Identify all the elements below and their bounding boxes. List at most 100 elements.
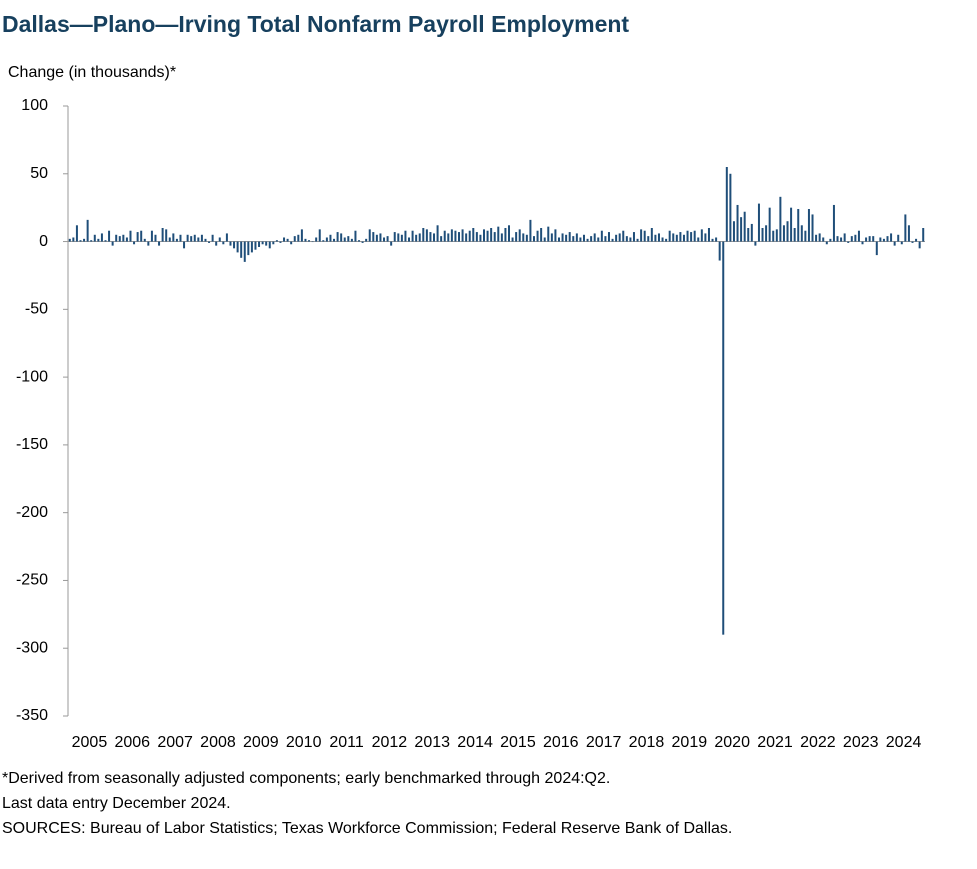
bar	[297, 234, 300, 242]
bar	[175, 238, 178, 242]
bar	[161, 228, 164, 242]
bar	[854, 234, 857, 242]
bar	[300, 229, 303, 242]
bar	[472, 228, 475, 242]
bar	[250, 241, 253, 253]
bar	[465, 233, 468, 242]
bar	[343, 237, 346, 242]
bar	[322, 240, 325, 242]
bar	[118, 236, 121, 242]
chart-title: Dallas—Plano—Irving Total Nonfarm Payrol…	[2, 11, 629, 37]
bar	[868, 236, 871, 242]
bar	[115, 234, 118, 242]
bar	[747, 228, 750, 242]
bar	[836, 236, 839, 242]
y-tick-label: 0	[39, 233, 48, 250]
bar	[611, 238, 614, 242]
bar	[790, 207, 793, 242]
bar	[293, 236, 296, 242]
bar	[693, 230, 696, 242]
bar	[372, 232, 375, 242]
bar	[597, 237, 600, 242]
bar	[543, 237, 546, 242]
bar	[625, 236, 628, 242]
bar	[804, 230, 807, 242]
bar	[83, 238, 86, 242]
bar	[786, 221, 789, 242]
bar	[204, 238, 207, 242]
x-tick-label: 2016	[543, 734, 579, 751]
bar	[150, 230, 153, 242]
bar	[532, 236, 535, 242]
bar	[715, 237, 718, 242]
bar	[511, 237, 514, 242]
x-tick-label: 2014	[457, 734, 493, 751]
bar	[825, 241, 828, 245]
bar	[190, 236, 193, 242]
bar	[272, 241, 275, 245]
bar	[143, 238, 146, 242]
bar	[893, 241, 896, 246]
bar	[661, 237, 664, 242]
bar	[75, 225, 78, 242]
bar	[122, 234, 125, 242]
bar	[672, 233, 675, 242]
bar	[229, 241, 232, 246]
bar	[383, 237, 386, 242]
bar	[183, 241, 186, 249]
bar	[765, 225, 768, 242]
bar	[707, 228, 710, 242]
bar	[411, 230, 414, 242]
x-tick-label: 2024	[886, 734, 922, 751]
x-tick-label: 2008	[200, 734, 236, 751]
y-tick-label: -200	[16, 504, 48, 521]
bar	[875, 241, 878, 256]
bar	[911, 241, 914, 243]
bar	[375, 234, 378, 242]
bar	[90, 240, 93, 242]
bar	[404, 230, 407, 242]
bar	[732, 221, 735, 242]
bar	[86, 219, 89, 242]
bar	[379, 233, 382, 242]
bar	[711, 238, 714, 242]
bar	[761, 228, 764, 242]
bar	[518, 229, 521, 242]
bar	[72, 237, 75, 242]
bar	[615, 234, 618, 242]
bar	[600, 230, 603, 242]
bar	[690, 232, 693, 242]
bar	[408, 237, 411, 242]
bar	[165, 229, 168, 242]
bar	[493, 232, 496, 242]
bar	[240, 241, 243, 258]
bar	[654, 234, 657, 242]
x-tick-label: 2010	[286, 734, 322, 751]
bar	[265, 241, 268, 246]
bar	[333, 238, 336, 242]
bar	[650, 228, 653, 242]
bar	[515, 232, 518, 242]
bar	[200, 234, 203, 242]
bar	[582, 234, 585, 242]
bar	[618, 233, 621, 242]
y-tick-label: 100	[21, 97, 48, 114]
bar	[315, 237, 318, 242]
y-tick-label: -50	[25, 301, 48, 318]
bar	[325, 237, 328, 242]
bar	[640, 229, 643, 242]
bar	[736, 204, 739, 242]
bar	[575, 233, 578, 242]
bar	[504, 228, 507, 242]
x-tick-label: 2005	[72, 734, 108, 751]
y-tick-label: -150	[16, 436, 48, 453]
bar	[261, 241, 264, 245]
bar	[832, 204, 835, 242]
bar	[607, 232, 610, 242]
bar	[718, 241, 721, 261]
bar	[700, 229, 703, 242]
bar	[754, 241, 757, 246]
bar	[393, 232, 396, 242]
bar	[872, 236, 875, 242]
bar	[225, 233, 228, 242]
